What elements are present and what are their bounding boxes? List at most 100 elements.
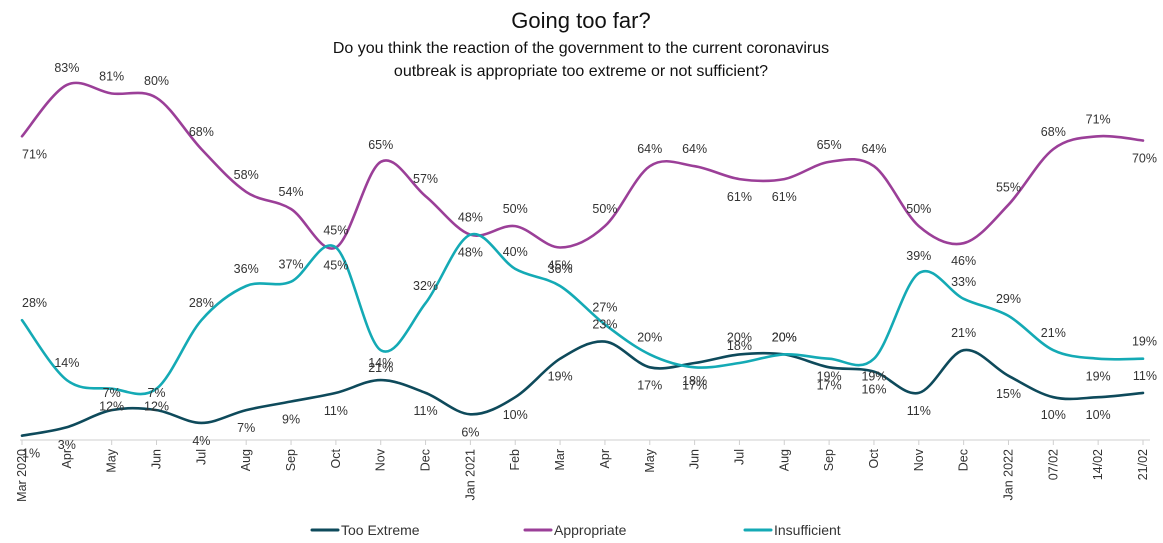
x-tick-label: Jul — [732, 449, 746, 465]
legend-label: Insufficient — [774, 522, 841, 538]
data-label-insufficient: 33% — [951, 275, 976, 289]
data-label-too-extreme: 23% — [592, 318, 617, 332]
x-tick-label: May — [105, 448, 119, 472]
data-label-insufficient: 28% — [22, 296, 47, 310]
data-label-appropriate: 50% — [906, 202, 931, 216]
x-tick-label: Jun — [150, 449, 164, 469]
data-label-insufficient: 28% — [189, 296, 214, 310]
x-tick-layer: Mar 2020 Apr May Jun Jul Aug Sep Oct Nov Dec Jan 2… — [15, 440, 1150, 502]
x-tick-label: 07/02 — [1046, 449, 1060, 480]
data-label-layer: 1%3%7% 7%4%7%9%11%14%11%6%10%19%23%17% 18%… — [22, 61, 1157, 461]
series-line-too-extreme — [20, 340, 1145, 437]
data-label-appropriate: 70% — [1132, 152, 1157, 166]
data-label-insufficient: 40% — [503, 245, 528, 259]
x-tick-label: Nov — [374, 448, 388, 471]
data-label-appropriate: 57% — [413, 172, 438, 186]
data-label-insufficient: 19% — [1086, 370, 1111, 384]
data-label-too-extreme: 10% — [1086, 408, 1111, 422]
legend-label: Appropriate — [554, 522, 627, 538]
x-tick-label: Oct — [867, 448, 881, 468]
data-label-appropriate: 81% — [99, 70, 124, 84]
data-label-appropriate: 68% — [1041, 125, 1066, 139]
data-label-too-extreme: 6% — [461, 425, 479, 439]
data-label-appropriate: 71% — [22, 147, 47, 161]
x-tick-label: Jun — [688, 449, 702, 469]
x-tick-label: Feb — [508, 449, 522, 471]
x-tick-label: Apr — [598, 449, 612, 468]
data-label-insufficient: 14% — [54, 356, 79, 370]
data-label-appropriate: 50% — [503, 202, 528, 216]
data-label-insufficient: 19% — [1132, 335, 1157, 349]
data-label-insufficient: 39% — [906, 249, 931, 263]
data-label-insufficient: 20% — [772, 330, 797, 344]
x-tick-label: 21/02 — [1136, 449, 1150, 480]
data-label-appropriate: 64% — [861, 142, 886, 156]
data-label-too-extreme: 19% — [548, 370, 573, 384]
data-label-too-extreme: 11% — [1133, 369, 1157, 383]
x-tick-label: Mar 2020 — [15, 449, 29, 502]
data-label-appropriate: 64% — [637, 142, 662, 156]
x-tick-label: Sep — [284, 449, 298, 471]
data-label-insufficient: 12% — [144, 400, 169, 414]
data-label-too-extreme: 17% — [637, 378, 662, 392]
data-label-appropriate: 45% — [323, 259, 348, 273]
data-label-insufficient: 37% — [279, 258, 304, 272]
data-label-insufficient: 21% — [368, 361, 393, 375]
data-label-appropriate: 64% — [682, 142, 707, 156]
chart-title: Going too far? — [511, 8, 650, 33]
data-label-appropriate: 65% — [368, 138, 393, 152]
data-label-too-extreme: 9% — [282, 413, 300, 427]
x-tick-label: Jan 2021 — [463, 449, 477, 500]
legend-item-insufficient: Insufficient — [743, 522, 841, 538]
data-label-insufficient: 36% — [234, 262, 259, 276]
data-label-insufficient: 17% — [682, 378, 707, 392]
data-label-appropriate: 61% — [772, 190, 797, 204]
data-label-too-extreme: 16% — [861, 383, 886, 397]
data-label-too-extreme: 17% — [817, 378, 842, 392]
series-line-insufficient — [20, 232, 1145, 396]
data-label-appropriate: 83% — [54, 61, 79, 75]
data-label-insufficient: 20% — [637, 330, 662, 344]
data-label-too-extreme: 15% — [996, 387, 1021, 401]
x-tick-label: 14/02 — [1091, 449, 1105, 480]
data-label-too-extreme: 14% — [368, 356, 393, 370]
data-label-too-extreme: 7% — [237, 421, 255, 435]
data-label-appropriate: 65% — [817, 138, 842, 152]
data-label-insufficient: 32% — [413, 279, 438, 293]
data-label-insufficient: 19% — [861, 370, 886, 384]
series-layer — [20, 81, 1145, 437]
data-label-appropriate: 61% — [727, 190, 752, 204]
data-label-appropriate: 54% — [279, 185, 304, 199]
data-label-appropriate: 68% — [189, 125, 214, 139]
data-label-too-extreme: 10% — [503, 408, 528, 422]
data-label-insufficient: 12% — [99, 400, 124, 414]
data-label-insufficient: 36% — [548, 262, 573, 276]
data-label-insufficient: 29% — [996, 292, 1021, 306]
data-label-insufficient: 45% — [323, 224, 348, 238]
x-tick-label: Sep — [822, 449, 836, 471]
data-label-appropriate: 50% — [592, 202, 617, 216]
data-label-appropriate: 80% — [144, 74, 169, 88]
x-tick-label: May — [643, 448, 657, 472]
legend-item-appropriate: Appropriate — [523, 522, 627, 538]
data-label-too-extreme: 10% — [1041, 408, 1066, 422]
x-tick-label: Aug — [239, 449, 253, 471]
x-tick-label: Dec — [419, 449, 433, 471]
data-label-too-extreme: 7% — [103, 386, 121, 400]
data-label-too-extreme: 7% — [147, 386, 165, 400]
x-tick-label: Mar — [553, 449, 567, 471]
data-label-insufficient: 18% — [727, 339, 752, 353]
x-tick-label: Apr — [60, 449, 74, 468]
chart-subtitle-line-2: outbreak is appropriate too extreme or n… — [394, 63, 768, 80]
data-label-insufficient: 48% — [458, 211, 483, 225]
data-label-too-extreme: 11% — [324, 404, 348, 418]
data-label-appropriate: 55% — [996, 181, 1021, 195]
data-label-too-extreme: 18% — [682, 374, 707, 388]
legend-item-too-extreme: Too Extreme — [310, 522, 420, 538]
data-label-too-extreme: 21% — [951, 326, 976, 340]
data-label-appropriate: 58% — [234, 168, 259, 182]
data-label-too-extreme: 11% — [414, 404, 438, 418]
chart-subtitle-line-1: Do you think the reaction of the governm… — [333, 40, 829, 57]
data-label-appropriate: 48% — [458, 246, 483, 260]
x-tick-label: Dec — [957, 449, 971, 471]
